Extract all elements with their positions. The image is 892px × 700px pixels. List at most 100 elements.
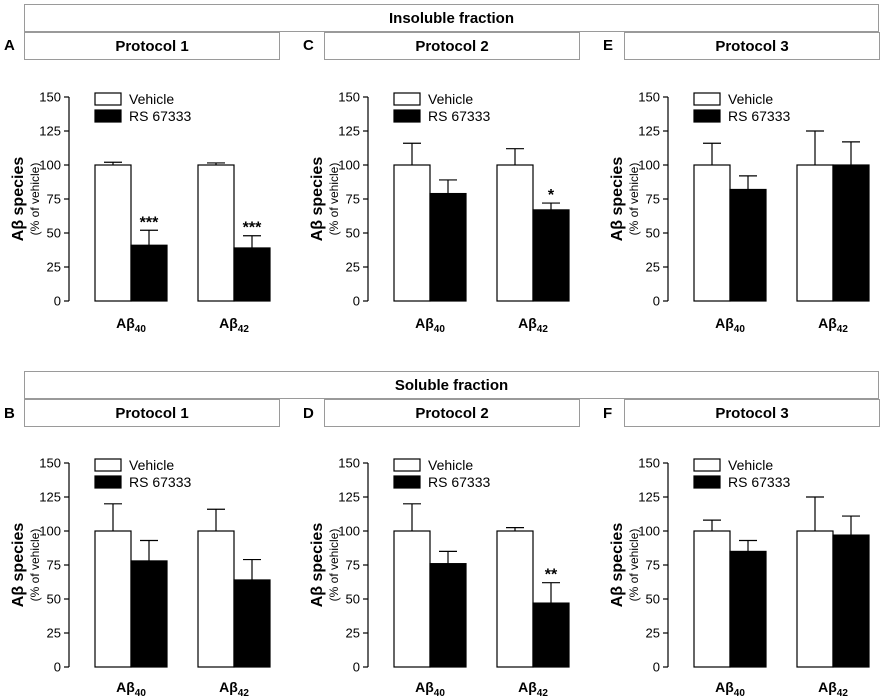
y-tick-label: 150 bbox=[39, 456, 61, 471]
bar-vehicle bbox=[197, 164, 235, 302]
category-label: Aβ40 bbox=[715, 679, 745, 699]
bar-treatment bbox=[130, 244, 168, 302]
bar-vehicle bbox=[197, 530, 235, 668]
legend-swatch-vehicle bbox=[94, 92, 122, 106]
category-label: Aβ40 bbox=[415, 315, 445, 335]
bar-vehicle bbox=[496, 164, 534, 302]
y-axis-title: Aβ species bbox=[609, 157, 626, 242]
y-axis-title: Aβ species bbox=[309, 157, 326, 242]
panel-e: 0 25 50 75 100 125 150 Aβ species (% of vehicle)… bbox=[609, 90, 870, 335]
panel-letter-d: D bbox=[303, 405, 314, 422]
y-tick-label: 75 bbox=[47, 192, 61, 207]
legend-label: Vehicle bbox=[428, 91, 473, 107]
protocol-title-f: Protocol 3 bbox=[624, 399, 880, 427]
bar-treatment bbox=[832, 534, 870, 668]
bar-vehicle bbox=[393, 530, 431, 668]
bar-vehicle bbox=[94, 164, 132, 302]
category-label: Aβ42 bbox=[818, 315, 848, 335]
legend-swatch-vehicle bbox=[94, 458, 122, 472]
legend-label: RS 67333 bbox=[728, 474, 790, 490]
significance-marker: ** bbox=[545, 567, 558, 584]
y-axis-subtitle: (% of vehicle) bbox=[327, 163, 341, 236]
y-tick-label: 50 bbox=[47, 592, 61, 607]
legend-label: Vehicle bbox=[129, 91, 174, 107]
y-axis-subtitle: (% of vehicle) bbox=[28, 529, 42, 602]
y-tick-label: 75 bbox=[646, 558, 660, 573]
category-label: Aβ40 bbox=[415, 679, 445, 699]
y-axis-title: Aβ species bbox=[309, 523, 326, 608]
y-axis-subtitle: (% of vehicle) bbox=[327, 529, 341, 602]
category-label: Aβ42 bbox=[219, 315, 249, 335]
bar-treatment bbox=[532, 602, 570, 668]
bar-treatment bbox=[130, 560, 168, 668]
bar-treatment bbox=[233, 579, 271, 668]
y-tick-label: 150 bbox=[39, 90, 61, 105]
y-tick-label: 50 bbox=[346, 592, 360, 607]
legend-label: Vehicle bbox=[428, 457, 473, 473]
y-tick-label: 25 bbox=[646, 260, 660, 275]
bar-vehicle bbox=[796, 530, 834, 668]
y-tick-label: 25 bbox=[47, 260, 61, 275]
bar-treatment bbox=[429, 563, 467, 668]
panel-a: 0 25 50 75 100 125 150 Aβ species (% of vehicle)… bbox=[10, 90, 271, 335]
y-tick-label: 75 bbox=[646, 192, 660, 207]
protocol-title-e: Protocol 3 bbox=[624, 32, 880, 60]
y-tick-label: 75 bbox=[346, 558, 360, 573]
legend-swatch-treatment bbox=[393, 475, 421, 489]
bar-treatment bbox=[729, 188, 767, 302]
y-tick-label: 125 bbox=[39, 124, 61, 139]
legend-swatch-vehicle bbox=[393, 92, 421, 106]
y-tick-label: 150 bbox=[638, 90, 660, 105]
y-tick-label: 0 bbox=[353, 660, 360, 675]
y-axis-subtitle: (% of vehicle) bbox=[627, 529, 641, 602]
legend-swatch-treatment bbox=[693, 109, 721, 123]
legend-swatch-treatment bbox=[693, 475, 721, 489]
protocol-title-c: Protocol 2 bbox=[324, 32, 580, 60]
legend-label: Vehicle bbox=[728, 91, 773, 107]
y-tick-label: 25 bbox=[47, 626, 61, 641]
panel-letter-a: A bbox=[4, 37, 15, 54]
y-tick-label: 100 bbox=[39, 524, 61, 539]
y-tick-label: 125 bbox=[338, 124, 360, 139]
bar-treatment bbox=[532, 209, 570, 302]
panel-letter-e: E bbox=[603, 37, 614, 54]
panel-c: 0 25 50 75 100 125 150 Aβ species (% of vehicle)… bbox=[309, 90, 570, 335]
y-tick-label: 25 bbox=[346, 626, 360, 641]
legend-label: RS 67333 bbox=[428, 474, 490, 490]
category-label: Aβ40 bbox=[715, 315, 745, 335]
y-tick-label: 50 bbox=[47, 226, 61, 241]
y-tick-label: 50 bbox=[346, 226, 360, 241]
bar-treatment bbox=[233, 247, 271, 302]
category-label: Aβ42 bbox=[219, 679, 249, 699]
y-tick-label: 50 bbox=[646, 592, 660, 607]
y-tick-label: 150 bbox=[338, 90, 360, 105]
panel-letter-f: F bbox=[603, 405, 613, 422]
y-axis-title: Aβ species bbox=[10, 523, 27, 608]
y-tick-label: 50 bbox=[646, 226, 660, 241]
category-label: Aβ40 bbox=[116, 315, 146, 335]
category-label: Aβ42 bbox=[818, 679, 848, 699]
y-tick-label: 0 bbox=[54, 660, 61, 675]
bar-treatment bbox=[832, 164, 870, 302]
legend-swatch-vehicle bbox=[693, 458, 721, 472]
legend-label: Vehicle bbox=[129, 457, 174, 473]
y-tick-label: 25 bbox=[646, 626, 660, 641]
category-label: Aβ42 bbox=[518, 679, 548, 699]
bar-vehicle bbox=[693, 530, 731, 668]
panel-d: 0 25 50 75 100 125 150 Aβ species (% of vehicle)… bbox=[309, 456, 570, 699]
y-tick-label: 75 bbox=[346, 192, 360, 207]
y-tick-label: 125 bbox=[338, 490, 360, 505]
y-tick-label: 125 bbox=[39, 490, 61, 505]
legend-label: RS 67333 bbox=[428, 108, 490, 124]
y-tick-label: 100 bbox=[638, 524, 660, 539]
significance-marker: * bbox=[548, 187, 555, 204]
y-tick-label: 0 bbox=[653, 294, 660, 309]
y-tick-label: 150 bbox=[338, 456, 360, 471]
y-tick-label: 0 bbox=[653, 660, 660, 675]
panel-b: 0 25 50 75 100 125 150 Aβ species (% of vehicle)… bbox=[10, 456, 271, 699]
significance-marker: *** bbox=[243, 220, 262, 237]
bar-treatment bbox=[429, 192, 467, 302]
y-tick-label: 100 bbox=[338, 158, 360, 173]
y-tick-label: 0 bbox=[353, 294, 360, 309]
